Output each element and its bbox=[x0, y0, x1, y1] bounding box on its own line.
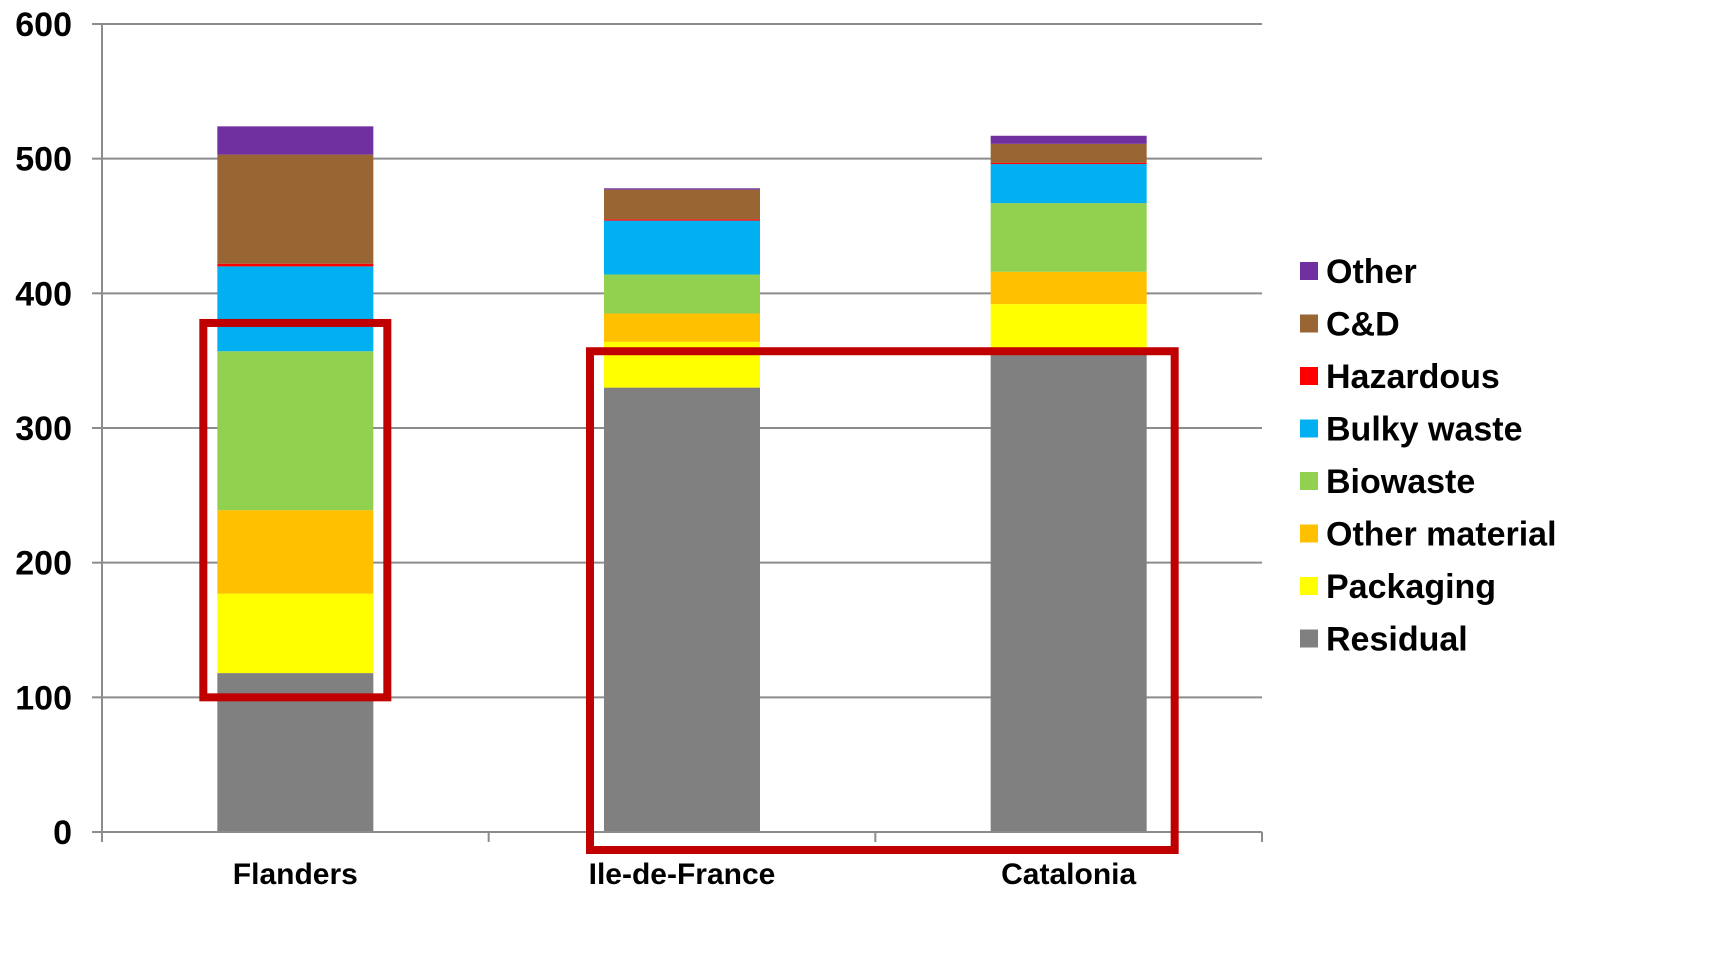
bar-segment-c-d bbox=[990, 143, 1147, 163]
y-tick-label: 400 bbox=[15, 275, 72, 313]
bar-segment-packaging bbox=[990, 304, 1147, 354]
bar-segment-other bbox=[217, 126, 374, 155]
legend-label: Biowaste bbox=[1326, 463, 1475, 501]
bar-segment-other bbox=[604, 188, 760, 190]
x-tick-label: Catalonia bbox=[1001, 858, 1136, 891]
bar-segment-biowaste bbox=[604, 274, 760, 314]
legend-swatch-hazardous bbox=[1300, 367, 1318, 385]
highlight-box bbox=[199, 318, 392, 702]
bar-segment-other bbox=[990, 135, 1147, 144]
legend-swatch-packaging bbox=[1300, 577, 1318, 595]
legend-swatch-c-d bbox=[1300, 314, 1318, 333]
y-tick-label: 300 bbox=[15, 410, 72, 448]
y-tick-label: 100 bbox=[15, 679, 72, 717]
bar-segment-biowaste bbox=[217, 351, 374, 511]
legend-label: Packaging bbox=[1326, 568, 1496, 606]
legend-swatch-other-material bbox=[1300, 524, 1318, 543]
y-tick-label: 200 bbox=[15, 545, 72, 583]
bar-segment-packaging bbox=[217, 593, 374, 674]
bar-segment-residual bbox=[604, 387, 760, 832]
bar-segment-c-d bbox=[217, 154, 374, 264]
legend-label: Residual bbox=[1326, 621, 1468, 659]
y-tick-label: 500 bbox=[15, 141, 72, 179]
y-tick-label: 600 bbox=[15, 6, 72, 44]
bar-segment-bulky-waste bbox=[604, 220, 760, 275]
bar-segment-other-material bbox=[604, 313, 760, 342]
x-tick-label: Ile-de-France bbox=[589, 858, 776, 891]
legend-label: Hazardous bbox=[1326, 358, 1500, 396]
bar-segment-hazardous bbox=[604, 219, 760, 221]
bar-segment-other-material bbox=[217, 510, 374, 594]
bar-segment-other-material bbox=[990, 271, 1147, 305]
y-tick-label: 0 bbox=[53, 814, 72, 852]
legend-label: Other bbox=[1326, 253, 1417, 291]
legend-swatch-biowaste bbox=[1300, 472, 1318, 490]
bar-segment-biowaste bbox=[990, 203, 1147, 272]
x-tick-label: Flanders bbox=[233, 858, 358, 891]
legend-swatch-bulky-waste bbox=[1300, 419, 1318, 438]
legend-swatch-other bbox=[1300, 262, 1318, 280]
legend-swatch-residual bbox=[1300, 629, 1318, 648]
bar-segment-residual bbox=[990, 353, 1147, 832]
legend-label: Bulky waste bbox=[1326, 411, 1523, 449]
legend-label: C&D bbox=[1326, 306, 1400, 344]
highlight-box bbox=[586, 347, 1179, 854]
bar-segment-bulky-waste bbox=[217, 266, 374, 352]
bar-segment-hazardous bbox=[990, 162, 1147, 165]
bar-segment-bulky-waste bbox=[990, 164, 1147, 204]
legend-label: Other material bbox=[1326, 516, 1557, 554]
bar-segment-c-d bbox=[604, 189, 760, 220]
bar-segment-hazardous bbox=[217, 263, 374, 267]
